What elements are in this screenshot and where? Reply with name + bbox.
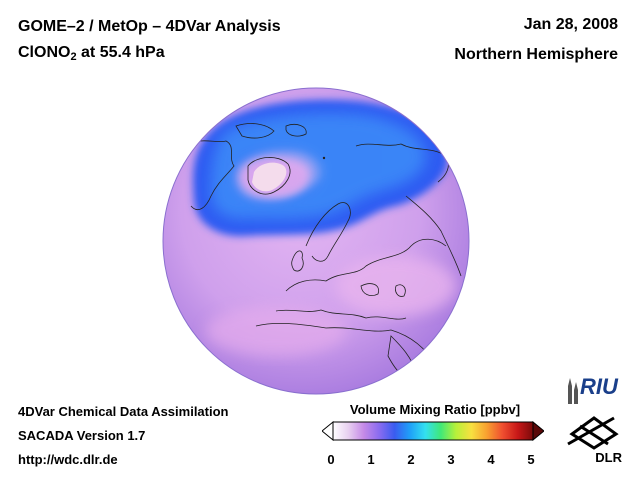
footer-url[interactable]: http://wdc.dlr.de <box>18 452 118 467</box>
colorbar-tick: 2 <box>407 452 415 467</box>
colorbar-title: Volume Mixing Ratio [ppbv] <box>349 402 521 417</box>
dlr-logo-icon <box>567 416 619 450</box>
polar-point <box>322 156 326 160</box>
riu-tower-icon <box>568 378 578 404</box>
dlr-logo-mark <box>569 416 619 450</box>
dlr-logo-text: DLR <box>595 450 622 465</box>
footer-version: SACADA Version 1.7 <box>18 428 146 443</box>
riu-logo-icon <box>568 378 578 404</box>
dlr-logo-mark <box>567 416 615 446</box>
colorbar-tick: 4 <box>487 452 495 467</box>
footer-system: 4DVar Chemical Data Assimilation <box>18 404 229 419</box>
globe-map <box>162 87 470 395</box>
coast-europe <box>285 238 447 292</box>
coast-asia <box>405 195 462 277</box>
coast-arctic-islands <box>235 123 307 139</box>
coastlines <box>185 123 462 379</box>
species-subscript: 2 <box>70 51 77 63</box>
colorbar-tick: 3 <box>447 452 455 467</box>
colorbar-under-arrow <box>322 420 334 442</box>
map-subtitle: ClONO2 at 55.4 hPa <box>18 44 165 63</box>
field-patch <box>206 306 346 356</box>
greenland-highlight <box>252 162 287 192</box>
band-core <box>211 113 426 220</box>
colorbar-tick: 0 <box>327 452 335 467</box>
colorbar <box>322 420 544 442</box>
globe-rim <box>162 87 470 395</box>
colorbar-ramp <box>332 421 534 441</box>
coast-scandinavia <box>305 202 351 262</box>
colorbar-over-arrow <box>532 420 544 442</box>
coast-greenland <box>247 157 291 195</box>
dlr-logo-mark <box>579 424 609 446</box>
coast-north-america <box>185 140 235 210</box>
region-label: Northern Hemisphere <box>454 46 618 63</box>
colorbar-tick: 5 <box>527 452 535 467</box>
species-name: ClONO <box>18 44 71 61</box>
coast-africa <box>255 323 437 367</box>
coast-mediterranean <box>275 309 407 320</box>
analysis-date: Jan 28, 2008 <box>523 16 618 33</box>
map-title: GOME–2 / MetOp – 4DVar Analysis <box>18 18 281 35</box>
coast-siberia <box>355 143 449 183</box>
coast-caspian-black-sea <box>360 283 406 297</box>
colorbar-tick: 1 <box>367 452 375 467</box>
riu-logo-text: RIU <box>580 374 618 399</box>
pressure-level: at 55.4 hPa <box>76 44 165 61</box>
coast-uk <box>291 250 304 272</box>
